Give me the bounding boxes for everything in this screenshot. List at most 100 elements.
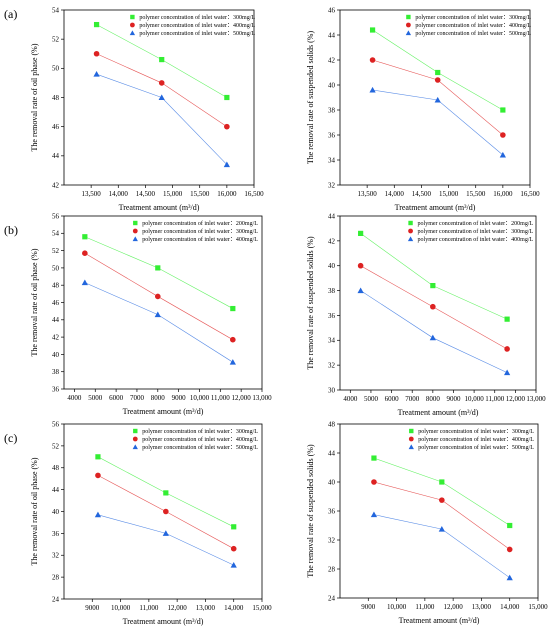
x-tick-label: 15,500 (190, 190, 210, 198)
plot-frame (339, 9, 531, 186)
chart-5: 9000 10,000 11,000 12,000 13,000 14,000 15,000… (30, 420, 272, 626)
y-tick-label: 44 (328, 212, 336, 220)
y-tick-label: 24 (328, 594, 336, 602)
x-tick-label: 16,000 (217, 190, 237, 198)
x-axis-title: Treatment amount (m³/d) (119, 203, 200, 212)
y-axis-title: The removal rate of suspended solids (%) (306, 31, 315, 165)
y-axis-title: The removal rate of suspended solids (%) (306, 236, 315, 370)
y-tick-label: 36 (52, 530, 60, 538)
x-axis-title: Treatment amount (m³/d) (123, 617, 204, 626)
data-point-triangle (94, 511, 102, 518)
x-tick-label: 11,000 (415, 603, 434, 611)
x-tick-label: 10,000 (111, 604, 131, 612)
data-point-triangle (230, 561, 237, 568)
x-tick-label: 9000 (85, 604, 100, 612)
y-tick-label: 44 (52, 486, 60, 494)
x-axis-title: Treatment amount (m³/d) (395, 203, 476, 212)
legend-marker (408, 220, 413, 226)
y-tick-label: 36 (52, 385, 60, 393)
y-tick-label: 40 (328, 262, 336, 270)
x-tick-label: 10,000 (387, 603, 407, 611)
data-point-square (435, 69, 441, 76)
series-line-1 (373, 457, 510, 526)
y-tick-label: 48 (328, 420, 336, 428)
legend-marker (130, 14, 135, 20)
x-tick-label: 11,000 (211, 394, 230, 402)
legend-marker (133, 220, 138, 226)
x-tick-label: 4000 (67, 394, 82, 402)
data-point-triangle (434, 96, 441, 103)
x-tick-label: 9000 (446, 395, 461, 403)
data-point-square (163, 490, 169, 496)
x-tick-label: 13,500 (82, 190, 102, 198)
legend-marker (132, 236, 138, 242)
data-point-triangle (506, 574, 513, 581)
x-tick-label: 12,000 (444, 603, 464, 611)
x-tick-label: 14,000 (224, 604, 244, 612)
x-tick-label: 5000 (88, 394, 103, 402)
x-tick-label: 15,000 (439, 190, 459, 198)
legend-label: polymer concentration of inlet water：500… (139, 30, 255, 37)
legend-marker (408, 444, 414, 450)
y-axis-title: The removal rate of oil phase (%) (30, 248, 39, 356)
legend-label: polymer concentration of inlet water：300… (418, 228, 534, 235)
data-point-circle (504, 346, 510, 352)
x-tick-label: 12,000 (506, 395, 526, 403)
x-tick-label: 10,000 (464, 395, 484, 403)
y-tick-label: 42 (52, 334, 60, 342)
chart-6: 9000 10,000 11,000 12,000 13,000 14,000 15,000… (306, 420, 548, 625)
x-tick-label: 13,000 (252, 394, 272, 402)
legend-label: polymer concentration of inlet water：400… (139, 22, 255, 29)
y-tick-label: 46 (52, 299, 60, 307)
chart-4: 4000 5000 6000 7000 8000 9000 10,000 11,000 12,0… (306, 212, 546, 417)
data-point-square (159, 56, 165, 63)
series-line-3 (96, 73, 228, 165)
data-point-square (95, 454, 101, 460)
y-tick-label: 34 (328, 337, 336, 345)
legend-label: polymer concentration of inlet water：400… (142, 436, 258, 443)
x-tick-label: 13,000 (472, 603, 492, 611)
y-tick-label: 42 (52, 181, 60, 189)
data-point-square (82, 234, 88, 240)
data-point-triangle (81, 279, 88, 286)
legend-label: polymer concentration of inlet water：200… (142, 220, 258, 227)
x-tick-label: 9000 (361, 603, 376, 611)
data-point-triangle (499, 151, 506, 158)
y-tick-label: 28 (328, 565, 336, 573)
y-tick-label: 46 (328, 6, 336, 14)
row-label-a: (a) (4, 7, 17, 21)
series-line-2 (373, 481, 510, 550)
data-point-triangle (369, 86, 376, 93)
x-tick-label: 13,500 (358, 190, 378, 198)
x-tick-label: 15,000 (252, 604, 272, 612)
legend-marker (408, 228, 413, 234)
series-line-3 (97, 514, 234, 566)
data-point-circle (82, 250, 88, 256)
y-tick-label: 44 (52, 152, 60, 160)
y-tick-label: 56 (52, 420, 60, 428)
y-tick-label: 56 (52, 212, 60, 220)
legend-marker (409, 428, 414, 434)
y-tick-label: 44 (52, 316, 60, 324)
chart-1: 13,500 14,000 14,500 15,000 15,500 16,000 16,5… (30, 6, 264, 212)
x-axis-title: Treatment amount (m³/d) (398, 408, 479, 417)
legend-label: polymer concentration of inlet water：500… (142, 444, 258, 451)
y-tick-label: 40 (52, 351, 60, 359)
y-tick-label: 36 (328, 131, 336, 139)
x-tick-label: 12,000 (168, 604, 188, 612)
plot-frame (339, 215, 537, 391)
y-tick-label: 50 (52, 65, 60, 73)
y-tick-label: 46 (52, 123, 60, 131)
data-point-circle (506, 546, 513, 553)
y-tick-label: 42 (328, 56, 336, 64)
legend-label: polymer concentration of inlet water：400… (418, 236, 534, 243)
y-tick-label: 28 (52, 574, 60, 582)
data-point-square (430, 283, 436, 289)
x-tick-label: 12,000 (232, 394, 252, 402)
legend-label: polymer concentration of inlet water：300… (142, 228, 258, 235)
legend-label: polymer concentration of inlet water：400… (415, 22, 531, 29)
data-point-circle (93, 50, 100, 57)
data-point-square (93, 21, 100, 28)
x-tick-label: 7000 (405, 395, 420, 403)
